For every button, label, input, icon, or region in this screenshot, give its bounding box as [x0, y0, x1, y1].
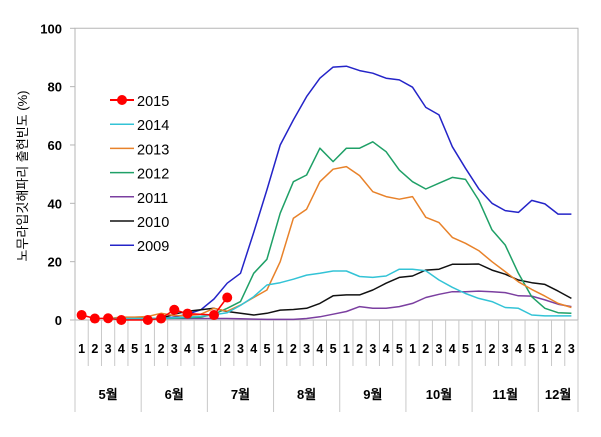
x-tick-label-month: 5월 [98, 387, 117, 402]
x-tick-label-month: 10월 [426, 387, 452, 402]
legend-label: 2011 [137, 191, 168, 207]
x-tick-label-week: 3 [303, 342, 310, 356]
x-tick-label-week: 3 [436, 342, 443, 356]
data-point-2015 [103, 313, 114, 324]
x-tick-label-week: 1 [343, 342, 350, 356]
x-tick-label-week: 3 [105, 342, 112, 356]
x-tick-label-week: 1 [475, 342, 482, 356]
data-point-2015 [169, 304, 180, 315]
x-tick-label-week: 3 [369, 342, 376, 356]
x-tick-label-week: 5 [263, 342, 270, 356]
x-tick-label-week: 4 [250, 342, 257, 356]
x-tick-label-month: 7월 [231, 387, 250, 402]
x-tick-label-week: 1 [211, 342, 218, 356]
x-tick-label-week: 4 [118, 342, 125, 356]
x-tick-label-week: 2 [91, 342, 98, 356]
y-tick-label: 100 [40, 21, 62, 36]
x-tick-label-month: 11월 [492, 387, 518, 402]
x-tick-label-week: 4 [383, 342, 390, 356]
x-tick-label-month: 12월 [545, 387, 571, 402]
x-tick-label-week: 5 [330, 342, 337, 356]
series-line-2009 [108, 65, 572, 320]
x-tick-label-week: 1 [277, 342, 284, 356]
x-tick-label-week: 2 [290, 342, 297, 356]
x-tick-label-week: 1 [78, 342, 85, 356]
legend-label: 2014 [137, 118, 169, 134]
data-point-2015 [182, 308, 193, 319]
x-tick-label-week: 5 [197, 342, 204, 356]
x-tick-label-week: 2 [224, 342, 231, 356]
x-tick-label-week: 4 [316, 342, 323, 356]
x-tick-label-month: 9월 [363, 387, 382, 402]
legend-label: 2013 [137, 142, 169, 158]
y-axis-label: 노무라입깃해파리 출현빈도 (%) [15, 91, 30, 262]
x-tick-label-week: 2 [488, 342, 495, 356]
data-point-2015 [208, 310, 219, 321]
data-point-2015 [76, 310, 87, 321]
x-tick-label-week: 4 [184, 342, 191, 356]
x-tick-label-week: 2 [555, 342, 562, 356]
x-tick-label-week: 3 [171, 342, 178, 356]
y-tick-label: 60 [48, 138, 62, 153]
legend-label: 2012 [137, 167, 169, 183]
data-point-2015 [222, 292, 233, 303]
series-line-2015 [81, 297, 228, 321]
data-point-2015 [156, 313, 167, 324]
plot-area-border [74, 27, 579, 321]
legend-label: 2010 [137, 215, 169, 231]
legend-label: 2009 [137, 239, 169, 255]
x-tick-label-week: 2 [356, 342, 363, 356]
x-tick-label-month: 8월 [297, 387, 316, 402]
data-point-2015 [116, 315, 127, 325]
y-tick-label: 80 [48, 80, 62, 95]
x-tick-label-week: 3 [237, 342, 244, 356]
legend-label: 2015 [137, 94, 169, 110]
x-tick-label-week: 4 [449, 342, 456, 356]
y-tick-label: 40 [48, 196, 62, 211]
y-tick-label: 20 [48, 255, 62, 270]
x-tick-label-week: 1 [409, 342, 416, 356]
x-tick-label-week: 3 [568, 342, 575, 356]
x-tick-label-week: 2 [158, 342, 165, 356]
x-tick-label-week: 1 [144, 342, 151, 356]
x-tick-label-week: 2 [422, 342, 429, 356]
data-point-2015 [142, 315, 153, 325]
x-tick-label-week: 4 [515, 342, 522, 356]
legend-marker [117, 95, 127, 105]
x-tick-label-week: 5 [462, 342, 469, 356]
x-tick-label-week: 1 [541, 342, 548, 356]
x-tick-label-week: 5 [528, 342, 535, 356]
x-tick-label-week: 5 [396, 342, 403, 356]
y-tick-label: 0 [55, 313, 62, 328]
data-point-2015 [89, 313, 100, 324]
x-tick-label-month: 6월 [165, 387, 184, 402]
x-tick-label-week: 5 [131, 342, 138, 356]
x-tick-label-week: 3 [502, 342, 509, 356]
